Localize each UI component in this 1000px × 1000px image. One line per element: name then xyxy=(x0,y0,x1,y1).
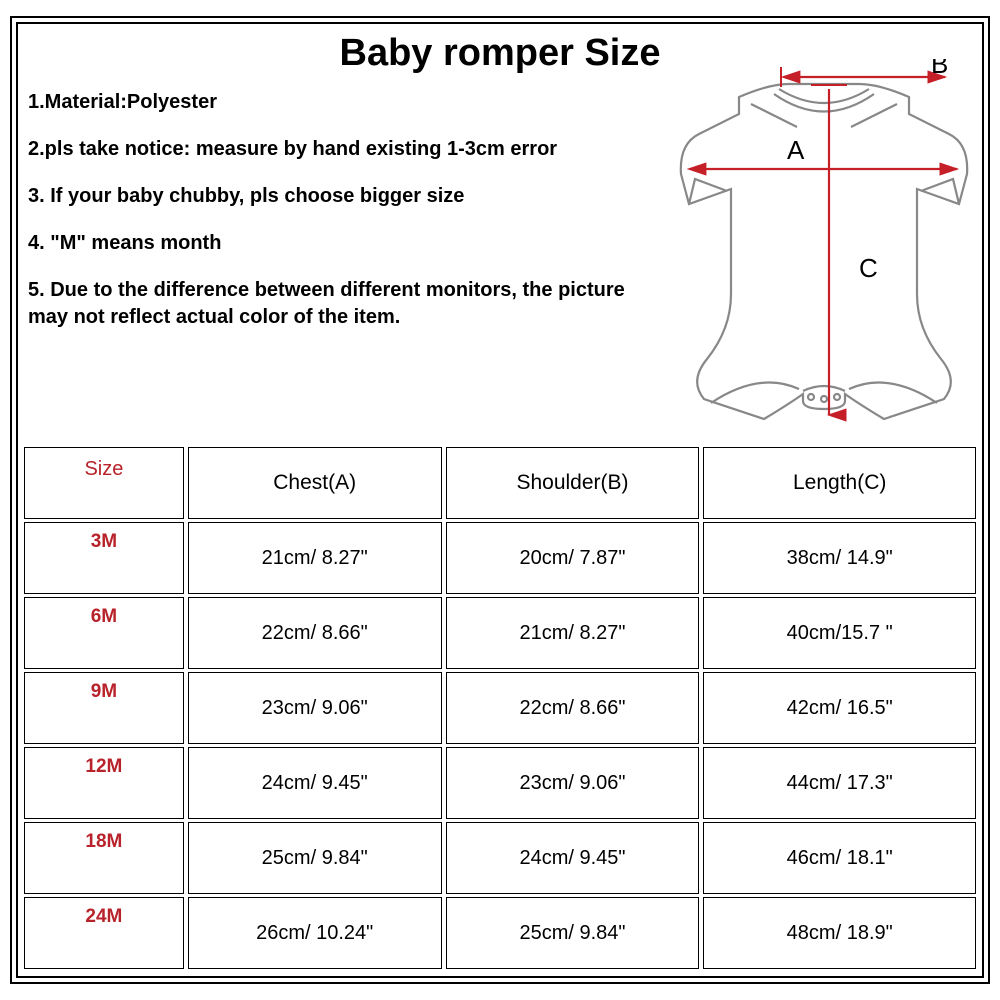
cell-length: 44cm/ 17.3" xyxy=(703,747,976,819)
cell-length: 48cm/ 18.9" xyxy=(703,897,976,969)
table-row: 6M 22cm/ 8.66" 21cm/ 8.27" 40cm/15.7 " xyxy=(24,597,976,669)
cell-shoulder: 25cm/ 9.84" xyxy=(446,897,700,969)
table-body: 3M 21cm/ 8.27" 20cm/ 7.87" 38cm/ 14.9" 6… xyxy=(24,522,976,969)
cell-chest: 21cm/ 8.27" xyxy=(188,522,442,594)
note-item: 3. If your baby chubby, pls choose bigge… xyxy=(28,183,668,210)
col-header-size: Size xyxy=(24,447,184,519)
cell-shoulder: 21cm/ 8.27" xyxy=(446,597,700,669)
col-header-shoulder: Shoulder(B) xyxy=(446,447,700,519)
romper-diagram: B A C xyxy=(669,59,974,434)
table-row: 9M 23cm/ 9.06" 22cm/ 8.66" 42cm/ 16.5" xyxy=(24,672,976,744)
cell-shoulder: 20cm/ 7.87" xyxy=(446,522,700,594)
col-header-chest: Chest(A) xyxy=(188,447,442,519)
romper-svg-icon: B A C xyxy=(669,59,974,434)
cell-chest: 23cm/ 9.06" xyxy=(188,672,442,744)
col-header-length: Length(C) xyxy=(703,447,976,519)
cell-length: 42cm/ 16.5" xyxy=(703,672,976,744)
inner-frame: Baby romper Size 1.Material:Polyester 2.… xyxy=(16,22,984,978)
table-row: 3M 21cm/ 8.27" 20cm/ 7.87" 38cm/ 14.9" xyxy=(24,522,976,594)
header-section: Baby romper Size 1.Material:Polyester 2.… xyxy=(18,24,982,444)
cell-size: 12M xyxy=(24,747,184,819)
notes-list: 1.Material:Polyester 2.pls take notice: … xyxy=(28,89,668,331)
cell-size: 9M xyxy=(24,672,184,744)
table-row: 24M 26cm/ 10.24" 25cm/ 9.84" 48cm/ 18.9" xyxy=(24,897,976,969)
cell-size: 3M xyxy=(24,522,184,594)
note-item: 4. "M" means month xyxy=(28,230,668,257)
cell-size: 6M xyxy=(24,597,184,669)
cell-chest: 24cm/ 9.45" xyxy=(188,747,442,819)
outer-frame: Baby romper Size 1.Material:Polyester 2.… xyxy=(10,16,990,984)
diagram-label-b: B xyxy=(931,59,948,79)
table-row: 12M 24cm/ 9.45" 23cm/ 9.06" 44cm/ 17.3" xyxy=(24,747,976,819)
diagram-label-c: C xyxy=(859,253,878,283)
cell-chest: 22cm/ 8.66" xyxy=(188,597,442,669)
cell-shoulder: 23cm/ 9.06" xyxy=(446,747,700,819)
cell-length: 38cm/ 14.9" xyxy=(703,522,976,594)
cell-length: 40cm/15.7 " xyxy=(703,597,976,669)
table-header-row: Size Chest(A) Shoulder(B) Length(C) xyxy=(24,447,976,519)
table-row: 18M 25cm/ 9.84" 24cm/ 9.45" 46cm/ 18.1" xyxy=(24,822,976,894)
cell-chest: 25cm/ 9.84" xyxy=(188,822,442,894)
diagram-label-a: A xyxy=(787,135,805,165)
cell-chest: 26cm/ 10.24" xyxy=(188,897,442,969)
note-item: 1.Material:Polyester xyxy=(28,89,668,116)
note-item: 2.pls take notice: measure by hand exist… xyxy=(28,136,668,163)
size-table: Size Chest(A) Shoulder(B) Length(C) 3M 2… xyxy=(18,444,982,976)
cell-shoulder: 22cm/ 8.66" xyxy=(446,672,700,744)
cell-shoulder: 24cm/ 9.45" xyxy=(446,822,700,894)
cell-length: 46cm/ 18.1" xyxy=(703,822,976,894)
cell-size: 18M xyxy=(24,822,184,894)
note-item: 5. Due to the difference between differe… xyxy=(28,277,668,331)
cell-size: 24M xyxy=(24,897,184,969)
